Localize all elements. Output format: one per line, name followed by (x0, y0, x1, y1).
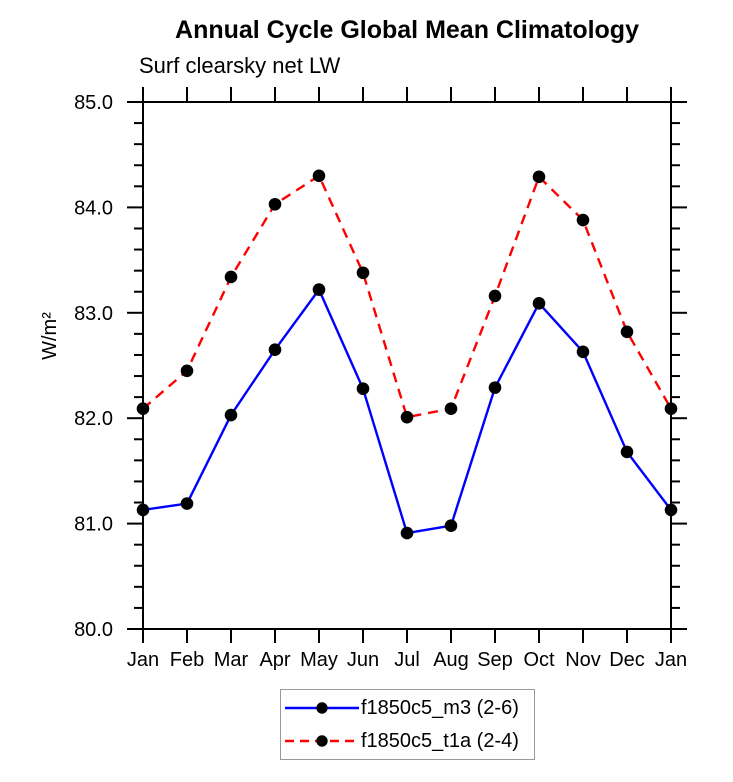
data-point-marker-series-0 (224, 408, 238, 422)
x-axis-tick-label: Jul (394, 649, 420, 671)
data-point-marker-series-0 (180, 497, 194, 510)
x-axis-tick-label: Mar (214, 649, 249, 671)
chart-subtitle: Surf clearsky net LW (139, 53, 341, 78)
data-point-marker-series-1 (664, 402, 678, 416)
data-point-marker-series-0 (576, 345, 590, 359)
legend-entry-t1a: f1850c5_t1a (2-4) (281, 725, 534, 758)
y-axis-tick-label: 81.0 (74, 514, 113, 536)
legend-entry-m3: f1850c5_m3 (2-6) (281, 692, 534, 725)
data-point-marker-series-1 (268, 197, 282, 211)
legend: f1850c5_m3 (2-6) f1850c5_t1a (2-4) (280, 689, 535, 760)
x-axis-tick-label: Jan (655, 649, 687, 671)
data-point-marker-series-1 (136, 402, 150, 416)
data-point-marker-series-1 (620, 325, 634, 339)
data-point-marker-series-1 (576, 213, 590, 227)
data-point-marker-series-0 (444, 519, 458, 533)
legend-marker-dot (316, 702, 328, 714)
y-axis-tick-label: 82.0 (74, 408, 113, 430)
data-point-marker-series-1 (224, 270, 238, 284)
data-point-marker-series-0 (532, 297, 546, 310)
x-axis-tick-label: Aug (433, 649, 469, 671)
legend-line-sample (285, 702, 359, 714)
data-point-marker-series-1 (312, 169, 326, 183)
x-axis-tick-label: Nov (565, 649, 601, 671)
y-axis-tick-label: 84.0 (74, 197, 113, 219)
data-point-marker-series-1 (532, 170, 546, 184)
legend-marker-dot (316, 735, 328, 747)
legend-label-t1a: f1850c5_t1a (2-4) (361, 730, 519, 752)
data-point-marker-series-0 (400, 526, 414, 540)
data-point-marker-series-0 (620, 445, 634, 459)
legend-swatch-dashed-line-icon (283, 731, 361, 751)
data-point-marker-series-0 (312, 283, 326, 296)
plot-frame (142, 101, 672, 630)
y-axis-tick-label: 85.0 (74, 92, 113, 114)
x-axis-tick-label: Jun (347, 649, 379, 671)
legend-swatch-solid-line-icon (283, 698, 361, 718)
data-point-marker-series-1 (488, 289, 502, 303)
data-point-marker-series-1 (180, 364, 194, 378)
x-axis-tick-label: Oct (523, 649, 555, 671)
series-line-1 (142, 174, 673, 419)
y-axis-tick-label: 83.0 (74, 303, 113, 325)
x-axis-tick-label: Apr (259, 649, 290, 671)
x-axis-tick-label: Feb (170, 649, 204, 671)
x-axis-tick-label: Jan (127, 649, 159, 671)
y-axis-tick-label: 80.0 (74, 619, 113, 641)
x-axis-tick-label: May (300, 649, 338, 671)
data-point-marker-series-1 (356, 266, 370, 280)
x-axis-tick-label: Dec (609, 649, 645, 671)
legend-line-sample (285, 735, 359, 747)
data-point-marker-series-1 (400, 410, 414, 424)
data-point-marker-series-0 (136, 503, 150, 517)
data-point-marker-series-0 (356, 382, 370, 395)
y-axis-title: W/m² (39, 312, 61, 360)
chart-title: Annual Cycle Global Mean Climatology (175, 16, 639, 44)
legend-label-m3: f1850c5_m3 (2-6) (361, 697, 519, 719)
data-point-marker-series-1 (444, 402, 458, 416)
data-point-marker-series-0 (488, 381, 502, 394)
data-point-marker-series-0 (664, 503, 678, 517)
data-point-marker-series-0 (268, 343, 282, 356)
x-axis-tick-label: Sep (477, 649, 513, 671)
